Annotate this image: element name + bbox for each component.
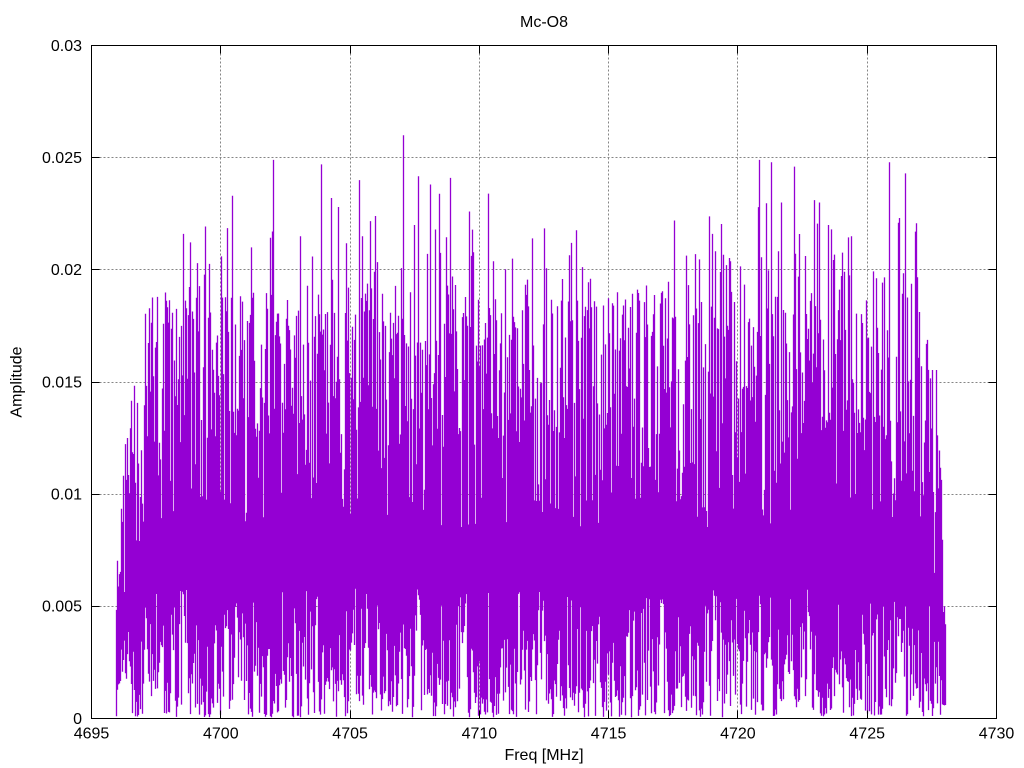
svg-text:4700: 4700 — [203, 725, 239, 742]
svg-text:0.02: 0.02 — [51, 262, 82, 279]
svg-text:Amplitude: Amplitude — [9, 346, 26, 417]
svg-text:0.03: 0.03 — [51, 38, 82, 55]
svg-text:4720: 4720 — [720, 725, 756, 742]
svg-text:4705: 4705 — [332, 725, 368, 742]
svg-text:4715: 4715 — [591, 725, 627, 742]
svg-text:Freq [MHz]: Freq [MHz] — [504, 747, 583, 764]
svg-text:4695: 4695 — [74, 725, 110, 742]
svg-text:0.01: 0.01 — [51, 487, 82, 504]
svg-text:Mc-O8: Mc-O8 — [520, 14, 568, 31]
svg-text:0.015: 0.015 — [42, 374, 82, 391]
svg-text:4710: 4710 — [462, 725, 498, 742]
svg-text:0: 0 — [73, 711, 82, 728]
svg-text:0.005: 0.005 — [42, 599, 82, 616]
svg-text:4725: 4725 — [849, 725, 885, 742]
svg-text:4730: 4730 — [979, 725, 1015, 742]
svg-text:0.025: 0.025 — [42, 150, 82, 167]
